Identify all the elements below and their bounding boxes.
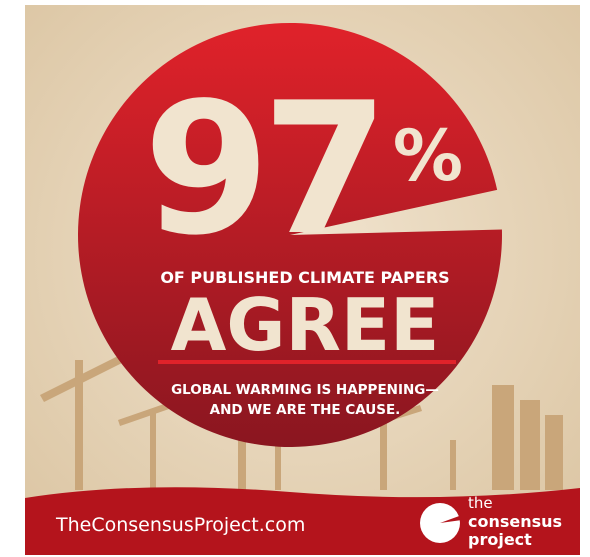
agree-text: AGREE [171, 283, 440, 367]
lead-text: OF PUBLISHED CLIMATE PAPERS [160, 268, 449, 287]
percent-sign: % [393, 115, 463, 197]
big-number: 97 [143, 63, 380, 275]
website: TheConsensusProject.com [55, 514, 305, 536]
underline [158, 360, 456, 364]
logo-text: consensus [468, 512, 562, 531]
logo-wedge [440, 515, 462, 523]
logo-text: the [468, 494, 493, 512]
logo-text: project [468, 530, 532, 549]
pie-disc [78, 23, 503, 448]
statement-line: GLOBAL WARMING IS HAPPENING— [171, 382, 439, 398]
statement-line: AND WE ARE THE CAUSE. [210, 402, 401, 418]
